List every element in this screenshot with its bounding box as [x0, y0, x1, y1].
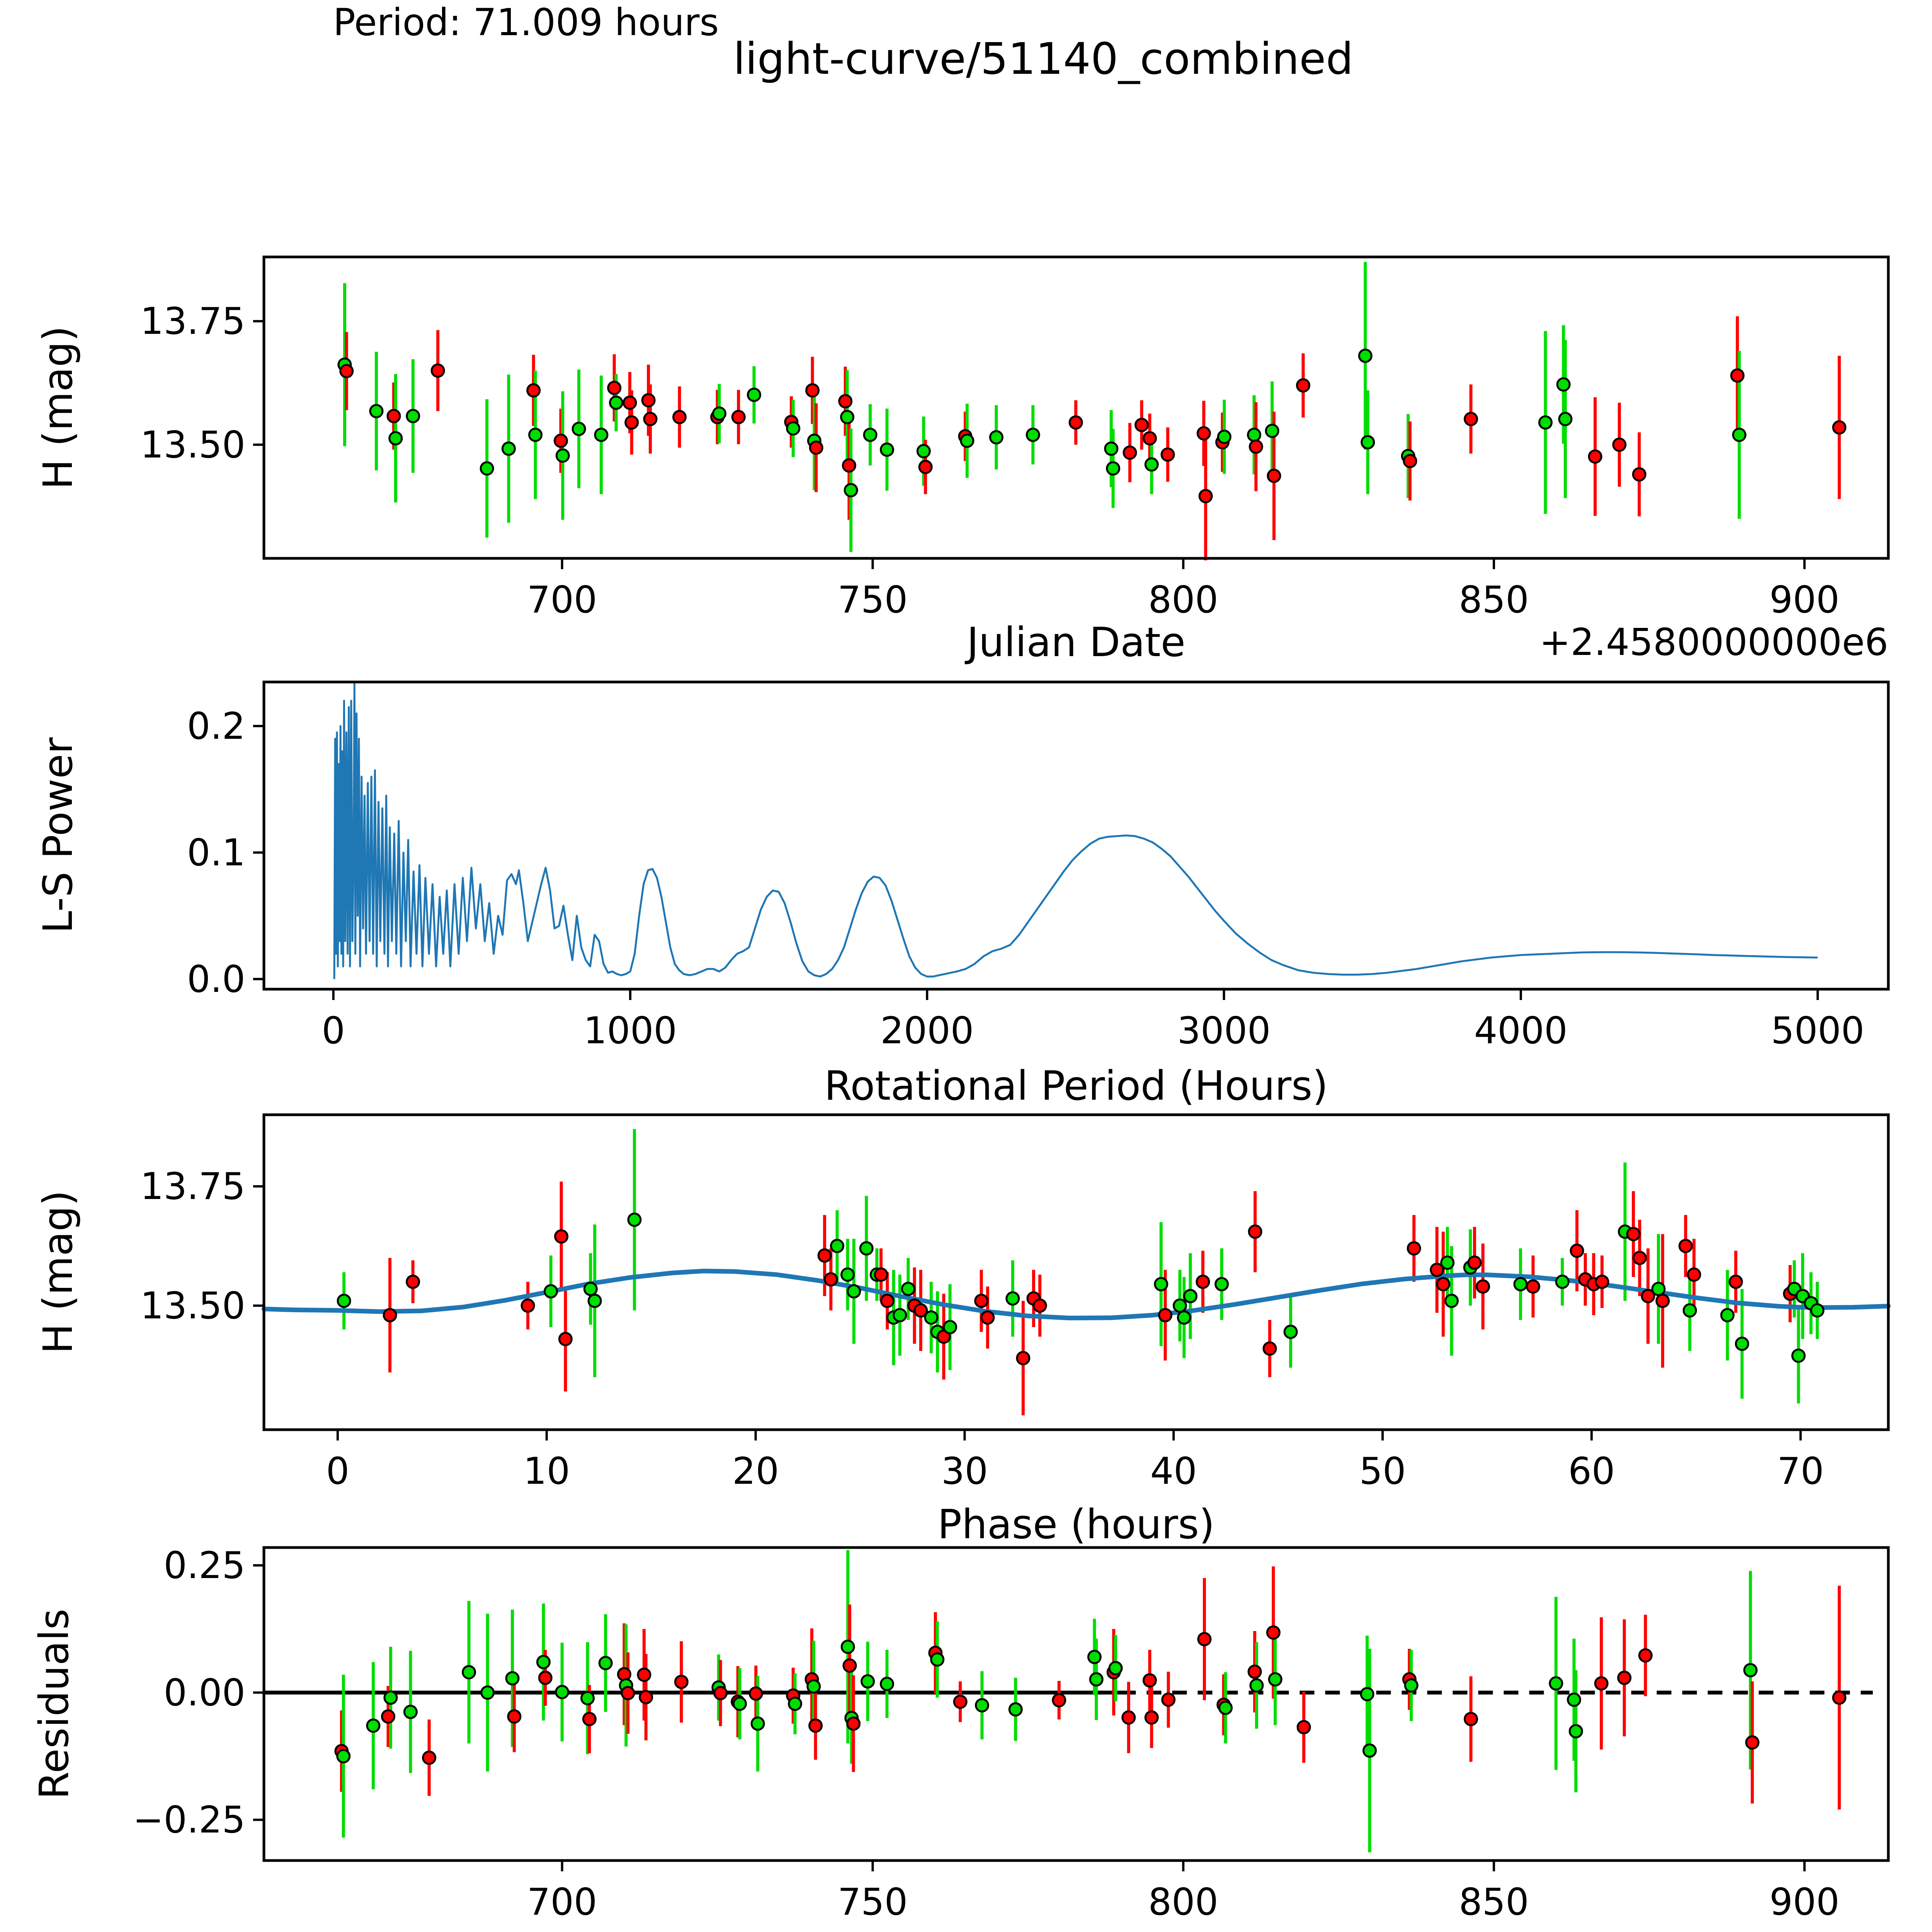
- svg-text:13.75: 13.75: [140, 300, 245, 343]
- jd-lightcurve-xlabel: Julian Date: [967, 619, 1185, 666]
- svg-text:0: 0: [326, 1450, 349, 1493]
- period-annotation: Period: 71.009 hours: [333, 1, 719, 44]
- svg-text:850: 850: [1459, 579, 1529, 621]
- svg-text:13.50: 13.50: [140, 424, 245, 466]
- svg-text:850: 850: [1459, 1881, 1529, 1923]
- svg-text:20: 20: [732, 1450, 779, 1493]
- svg-text:800: 800: [1148, 1881, 1218, 1923]
- periodogram-xlabel: Rotational Period (Hours): [824, 1062, 1328, 1109]
- svg-text:0: 0: [322, 1010, 345, 1052]
- svg-text:900: 900: [1769, 579, 1839, 621]
- svg-text:50: 50: [1359, 1450, 1406, 1493]
- svg-text:700: 700: [527, 1881, 597, 1923]
- figure-title: light-curve/51140_combined: [733, 34, 1354, 84]
- jd-lightcurve-offset-text: +2.4580000000e6: [1539, 621, 1888, 664]
- svg-text:750: 750: [838, 1881, 908, 1923]
- svg-text:1000: 1000: [583, 1010, 677, 1052]
- svg-text:0.0: 0.0: [187, 958, 245, 1001]
- svg-text:5000: 5000: [1771, 1010, 1864, 1052]
- svg-text:0.25: 0.25: [163, 1544, 245, 1587]
- svg-text:800: 800: [1148, 579, 1218, 621]
- svg-text:10: 10: [523, 1450, 570, 1493]
- svg-text:4000: 4000: [1474, 1010, 1568, 1052]
- svg-text:40: 40: [1150, 1450, 1197, 1493]
- svg-text:700: 700: [527, 579, 597, 621]
- svg-text:60: 60: [1568, 1450, 1615, 1493]
- svg-text:30: 30: [941, 1450, 988, 1493]
- residuals-ylabel: Residuals: [31, 1609, 78, 1799]
- svg-text:2000: 2000: [880, 1010, 974, 1052]
- svg-text:70: 70: [1777, 1450, 1824, 1493]
- phase-lightcurve-xlabel: Phase (hours): [937, 1501, 1215, 1548]
- svg-text:3000: 3000: [1177, 1010, 1271, 1052]
- svg-text:750: 750: [838, 579, 908, 621]
- svg-text:900: 900: [1769, 1881, 1839, 1923]
- svg-text:13.75: 13.75: [140, 1165, 245, 1208]
- svg-text:−0.25: −0.25: [133, 1799, 245, 1842]
- svg-text:0.1: 0.1: [187, 832, 245, 874]
- svg-text:0.00: 0.00: [163, 1672, 245, 1714]
- svg-text:13.50: 13.50: [140, 1285, 245, 1327]
- svg-text:0.2: 0.2: [187, 705, 245, 748]
